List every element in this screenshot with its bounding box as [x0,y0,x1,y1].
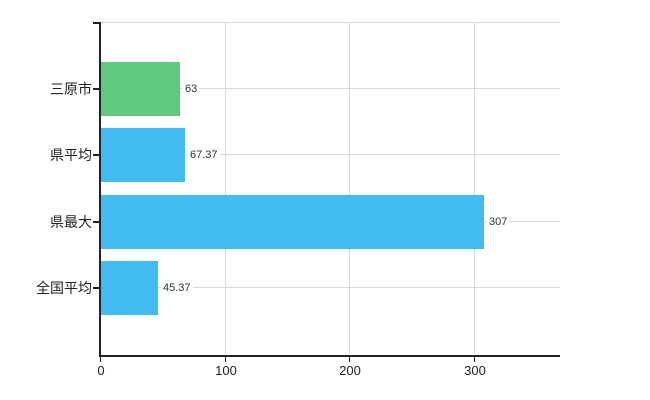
y-axis-tick [93,287,101,289]
y-axis-category-label: 全国平均 [36,280,92,296]
gridline-vertical [474,22,475,355]
bar [101,62,180,116]
x-axis-tick [349,357,350,362]
x-axis-tick-label: 300 [464,363,486,378]
gridline-horizontal [101,287,560,288]
y-axis-category-label: 県最大 [50,214,92,230]
y-axis-tick [93,221,101,223]
bar [101,261,158,315]
x-axis-tick-label: 100 [215,363,237,378]
gridline-horizontal [101,88,560,89]
gridline-vertical [225,22,226,355]
x-axis-tick [225,357,226,362]
y-axis-line [99,22,101,357]
y-axis-tick [93,154,101,156]
y-axis-category-label: 県平均 [50,147,92,163]
bar-value-label: 63 [183,81,200,97]
x-axis-tick-label: 0 [97,363,105,378]
plot-area: 63 67.37 307 45.37 [101,22,560,355]
bar-value-label: 67.37 [188,147,220,163]
x-axis-tick [100,357,101,362]
bar-value-label: 307 [487,214,510,230]
y-axis-category-label: 三原市 [50,81,92,97]
x-axis-tick-label: 200 [339,363,361,378]
y-axis-tick [93,22,101,24]
plot-top-border [101,22,560,23]
x-axis-line [99,355,560,357]
bar [101,195,484,249]
gridline-horizontal [101,154,560,155]
y-axis-tick [93,88,101,90]
gridline-vertical [349,22,350,355]
bar-value-label: 45.37 [161,280,193,296]
x-axis-tick [474,357,475,362]
bar [101,128,185,182]
